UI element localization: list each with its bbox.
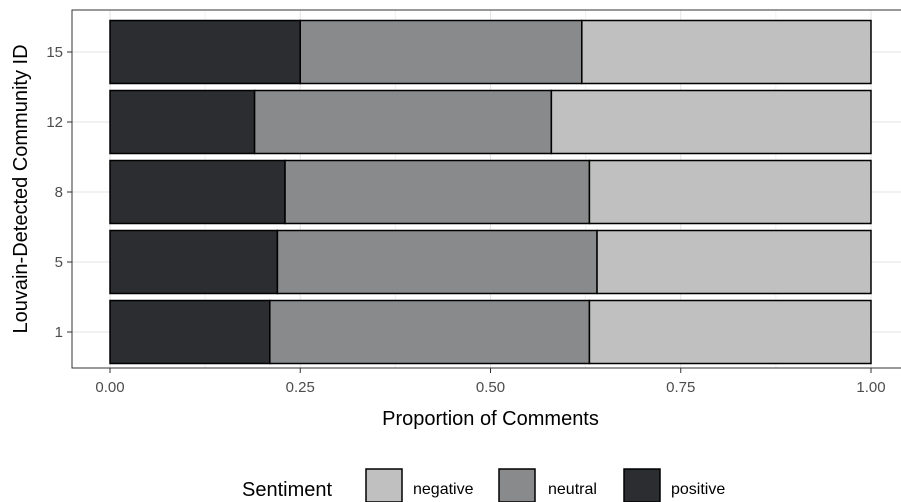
bar-positive-15 [109,19,301,85]
bar-positive-5 [109,229,279,295]
bar-positive-1 [109,299,271,365]
bar-negative-12 [550,89,872,155]
x-tick-label: 0.00 [95,379,124,396]
legend-label-negative: negative [413,481,474,498]
y-tick-label: 15 [46,44,63,61]
y-tick-label: 1 [55,324,63,341]
bar-neutral-8 [284,159,591,225]
bar-negative-15 [581,19,872,85]
bar-negative-1 [588,299,872,365]
x-tick-label: 0.25 [286,379,315,396]
y-tick-label: 5 [55,254,63,271]
bar-neutral-1 [269,299,591,365]
bar-neutral-12 [253,89,553,155]
legend-key-negative [365,468,403,502]
bar-neutral-5 [276,229,598,295]
legend-title: Sentiment [242,479,332,501]
legend: Sentiment negative neutral positive [242,468,725,502]
bar-positive-12 [109,89,256,155]
y-axis-title: Louvain-Detected Community ID [10,44,32,333]
bar-negative-8 [588,159,872,225]
x-axis-title: Proportion of Comments [382,408,599,430]
legend-key-positive [623,468,661,502]
bar-positive-8 [109,159,286,225]
y-tick-label: 8 [55,184,63,201]
legend-label-positive: positive [671,481,725,498]
bars [109,19,872,365]
legend-key-neutral [498,468,536,502]
bar-negative-5 [596,229,872,295]
x-tick-label: 0.75 [666,379,695,396]
x-tick-label: 0.50 [476,379,505,396]
y-tick-label: 12 [46,114,63,131]
x-tick-label: 1.00 [856,379,885,396]
bar-neutral-15 [299,19,583,85]
legend-label-neutral: neutral [548,481,597,498]
